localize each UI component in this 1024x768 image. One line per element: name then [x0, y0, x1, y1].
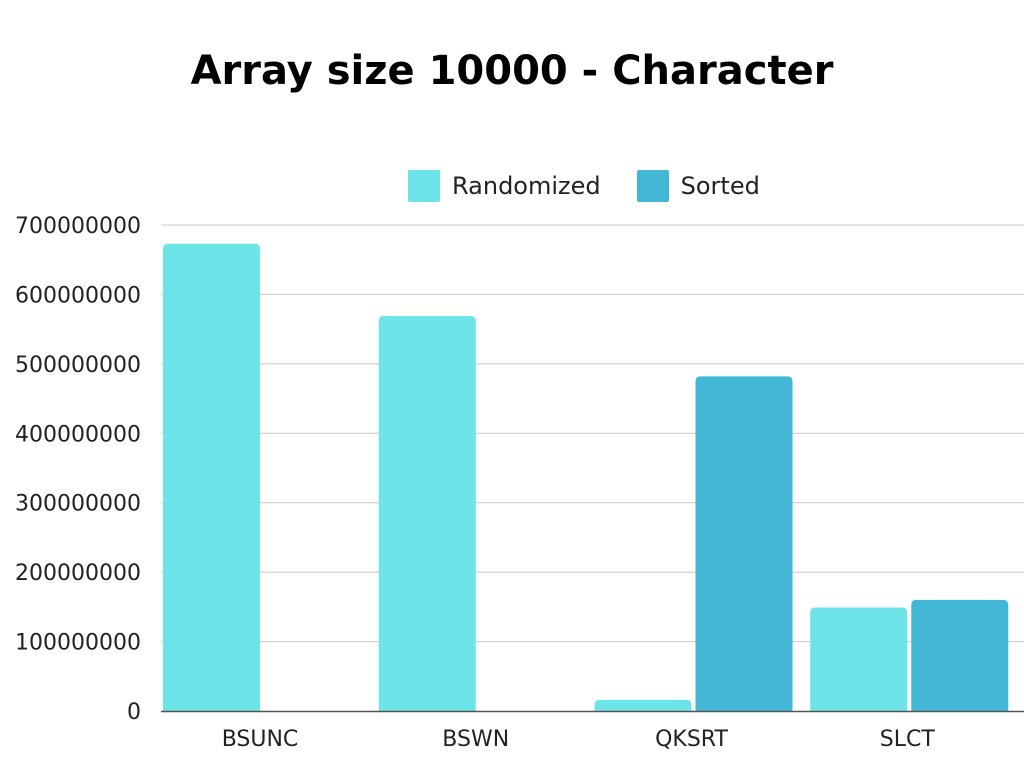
y-tick-label: 200000000 — [15, 561, 141, 586]
y-axis-tick-labels: 0 100000000 200000000 300000000 400000000 500… — [15, 214, 141, 725]
x-category-label: BSUNC — [222, 727, 299, 752]
gridlines — [161, 224, 1024, 643]
bar-randomized-bswn — [378, 315, 476, 711]
x-category-label: BSWN — [442, 727, 509, 752]
y-tick-label: 400000000 — [15, 422, 141, 447]
legend-item-randomized: Randomized — [408, 170, 601, 202]
y-tick-label: 600000000 — [15, 283, 141, 308]
bar-randomized-bsunc — [163, 243, 260, 711]
y-tick-label: 700000000 — [15, 214, 141, 239]
y-tick-label: 0 — [127, 700, 141, 725]
x-axis-category-labels: BSUNC BSWN QKSRT SLCT — [222, 727, 936, 752]
bars — [163, 243, 1009, 711]
legend-item-sorted: Sorted — [636, 170, 760, 202]
bar-sorted-slct — [911, 599, 1009, 711]
y-tick-label: 100000000 — [15, 631, 141, 656]
y-tick-label: 500000000 — [15, 353, 141, 378]
legend-label-randomized: Randomized — [452, 172, 601, 200]
bar-randomized-qksrt — [594, 699, 692, 711]
y-tick-label: 300000000 — [15, 492, 141, 517]
chart-title: Array size 10000 - Character — [190, 48, 834, 94]
legend-swatch-randomized — [408, 170, 440, 202]
x-category-label: SLCT — [880, 727, 936, 752]
chart-legend: Randomized Sorted — [408, 170, 796, 202]
bar-randomized-slct — [810, 607, 908, 711]
legend-swatch-sorted — [636, 170, 669, 202]
bar-sorted-qksrt — [695, 376, 793, 711]
legend-label-sorted: Sorted — [680, 172, 760, 200]
x-category-label: QKSRT — [655, 727, 728, 752]
